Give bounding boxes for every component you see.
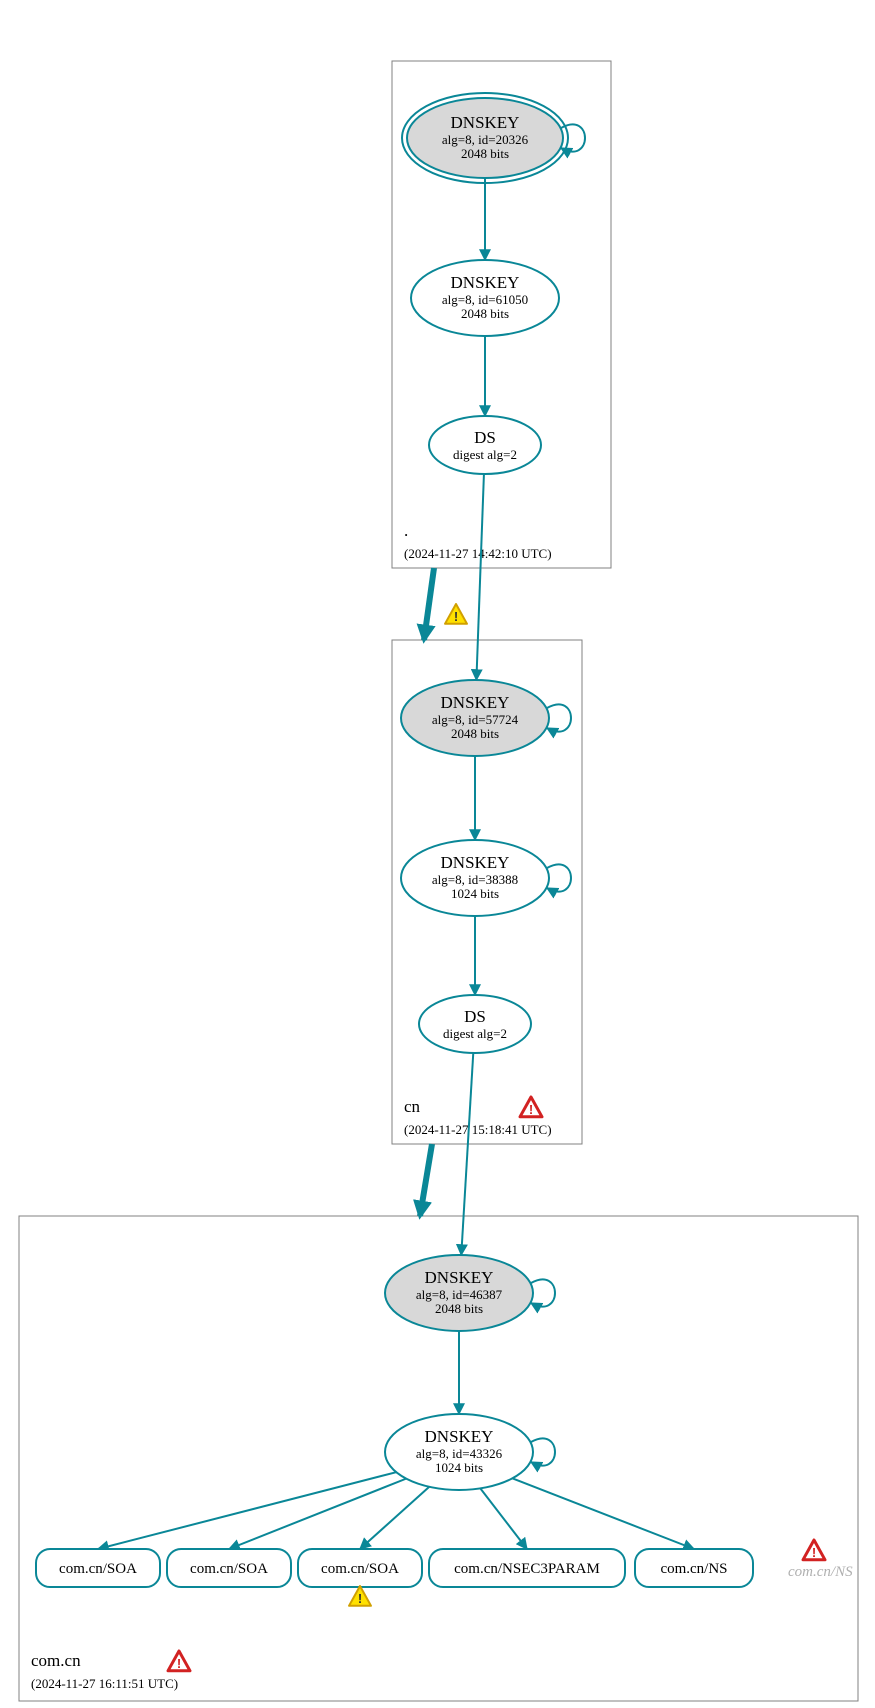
node-sub1: alg=8, id=57724 bbox=[432, 712, 519, 727]
e-comcnzsk-soa3 bbox=[360, 1487, 429, 1549]
n-comcn-zsk: DNSKEYalg=8, id=433261024 bits bbox=[385, 1414, 555, 1490]
node-sub1: alg=8, id=38388 bbox=[432, 872, 518, 887]
n-cn-ds: DSdigest alg=2 bbox=[419, 995, 531, 1053]
n-cn-ksk: DNSKEYalg=8, id=577242048 bits bbox=[401, 680, 571, 756]
n-soa-3: com.cn/SOA! bbox=[298, 1549, 422, 1606]
node-title: com.cn/SOA bbox=[190, 1561, 268, 1577]
node-title: DS bbox=[464, 1007, 486, 1026]
self-loop bbox=[547, 864, 571, 891]
n-root-ds: DSdigest alg=2 bbox=[429, 416, 541, 474]
node-title: DNSKEY bbox=[451, 113, 520, 132]
n-soa-2: com.cn/SOA bbox=[167, 1549, 291, 1587]
node-title: com.cn/NSEC3PARAM bbox=[454, 1561, 600, 1577]
zone-label: cn bbox=[404, 1097, 421, 1116]
node-sub1: alg=8, id=43326 bbox=[416, 1446, 503, 1461]
orphan-label-text: com.cn/NS bbox=[788, 1564, 853, 1580]
error-icon: ! bbox=[803, 1540, 825, 1560]
lbl-comcn-ns-faded: com.cn/NS! bbox=[788, 1540, 853, 1580]
e-comcnzsk-ns bbox=[512, 1478, 694, 1549]
node-sub1: digest alg=2 bbox=[453, 447, 517, 462]
zone-timestamp: (2024-11-27 16:11:51 UTC) bbox=[31, 1676, 178, 1691]
e-comcnzsk-soa1 bbox=[98, 1472, 396, 1549]
node-title: DNSKEY bbox=[425, 1427, 494, 1446]
node-sub2: 1024 bits bbox=[435, 1460, 483, 1475]
e-cnds-comcnksk bbox=[461, 1053, 473, 1255]
node-title: com.cn/SOA bbox=[321, 1561, 399, 1577]
node-sub1: alg=8, id=46387 bbox=[416, 1287, 503, 1302]
zone-label: . bbox=[404, 521, 408, 540]
node-sub2: 2048 bits bbox=[451, 726, 499, 741]
svg-text:!: ! bbox=[812, 1545, 816, 1560]
zone-timestamp: (2024-11-27 14:42:10 UTC) bbox=[404, 546, 552, 561]
e-cn-comcn-del bbox=[420, 1144, 432, 1216]
n-nsec3param: com.cn/NSEC3PARAM bbox=[429, 1549, 625, 1587]
self-loop bbox=[547, 704, 571, 731]
e-comcnzsk-nsec3 bbox=[480, 1488, 527, 1549]
e-rootds-cnksk bbox=[476, 474, 484, 680]
node-title: DS bbox=[474, 428, 496, 447]
n-comcn-ksk: DNSKEYalg=8, id=463872048 bits bbox=[385, 1255, 555, 1331]
n-ns: com.cn/NS bbox=[635, 1549, 753, 1587]
n-cn-zsk: DNSKEYalg=8, id=383881024 bits bbox=[401, 840, 571, 916]
node-sub2: 2048 bits bbox=[461, 306, 509, 321]
e-root-cn-del bbox=[424, 568, 434, 640]
n-root-zsk: DNSKEYalg=8, id=610502048 bits bbox=[411, 260, 559, 336]
node-title: DNSKEY bbox=[441, 853, 510, 872]
self-loop bbox=[531, 1438, 555, 1465]
node-sub2: 1024 bits bbox=[451, 886, 499, 901]
node-title: DNSKEY bbox=[441, 693, 510, 712]
e-comcnzsk-soa2 bbox=[229, 1479, 406, 1549]
node-title: DNSKEY bbox=[451, 273, 520, 292]
node-sub2: 2048 bits bbox=[435, 1301, 483, 1316]
error-icon: ! bbox=[520, 1097, 542, 1117]
svg-text:!: ! bbox=[358, 1591, 362, 1606]
node-sub2: 2048 bits bbox=[461, 146, 509, 161]
warning-icon: ! bbox=[445, 604, 467, 624]
zone-label: com.cn bbox=[31, 1651, 81, 1670]
dnssec-chain-diagram: . (2024-11-27 14:42:10 UTC) cn (2024-11-27 … bbox=[0, 0, 875, 1708]
svg-text:!: ! bbox=[529, 1102, 533, 1117]
n-root-ksk: DNSKEYalg=8, id=203262048 bits bbox=[402, 93, 585, 183]
zone-timestamp: (2024-11-27 15:18:41 UTC) bbox=[404, 1122, 552, 1137]
warning-icon: ! bbox=[349, 1586, 371, 1606]
svg-text:!: ! bbox=[177, 1656, 181, 1671]
node-title: com.cn/SOA bbox=[59, 1561, 137, 1577]
self-loop bbox=[561, 124, 585, 151]
error-icon: ! bbox=[168, 1651, 190, 1671]
node-title: DNSKEY bbox=[425, 1268, 494, 1287]
self-loop bbox=[531, 1279, 555, 1306]
node-sub1: digest alg=2 bbox=[443, 1026, 507, 1041]
node-sub1: alg=8, id=61050 bbox=[442, 292, 528, 307]
n-soa-1: com.cn/SOA bbox=[36, 1549, 160, 1587]
node-title: com.cn/NS bbox=[660, 1561, 727, 1577]
node-sub1: alg=8, id=20326 bbox=[442, 132, 529, 147]
svg-text:!: ! bbox=[454, 609, 458, 624]
